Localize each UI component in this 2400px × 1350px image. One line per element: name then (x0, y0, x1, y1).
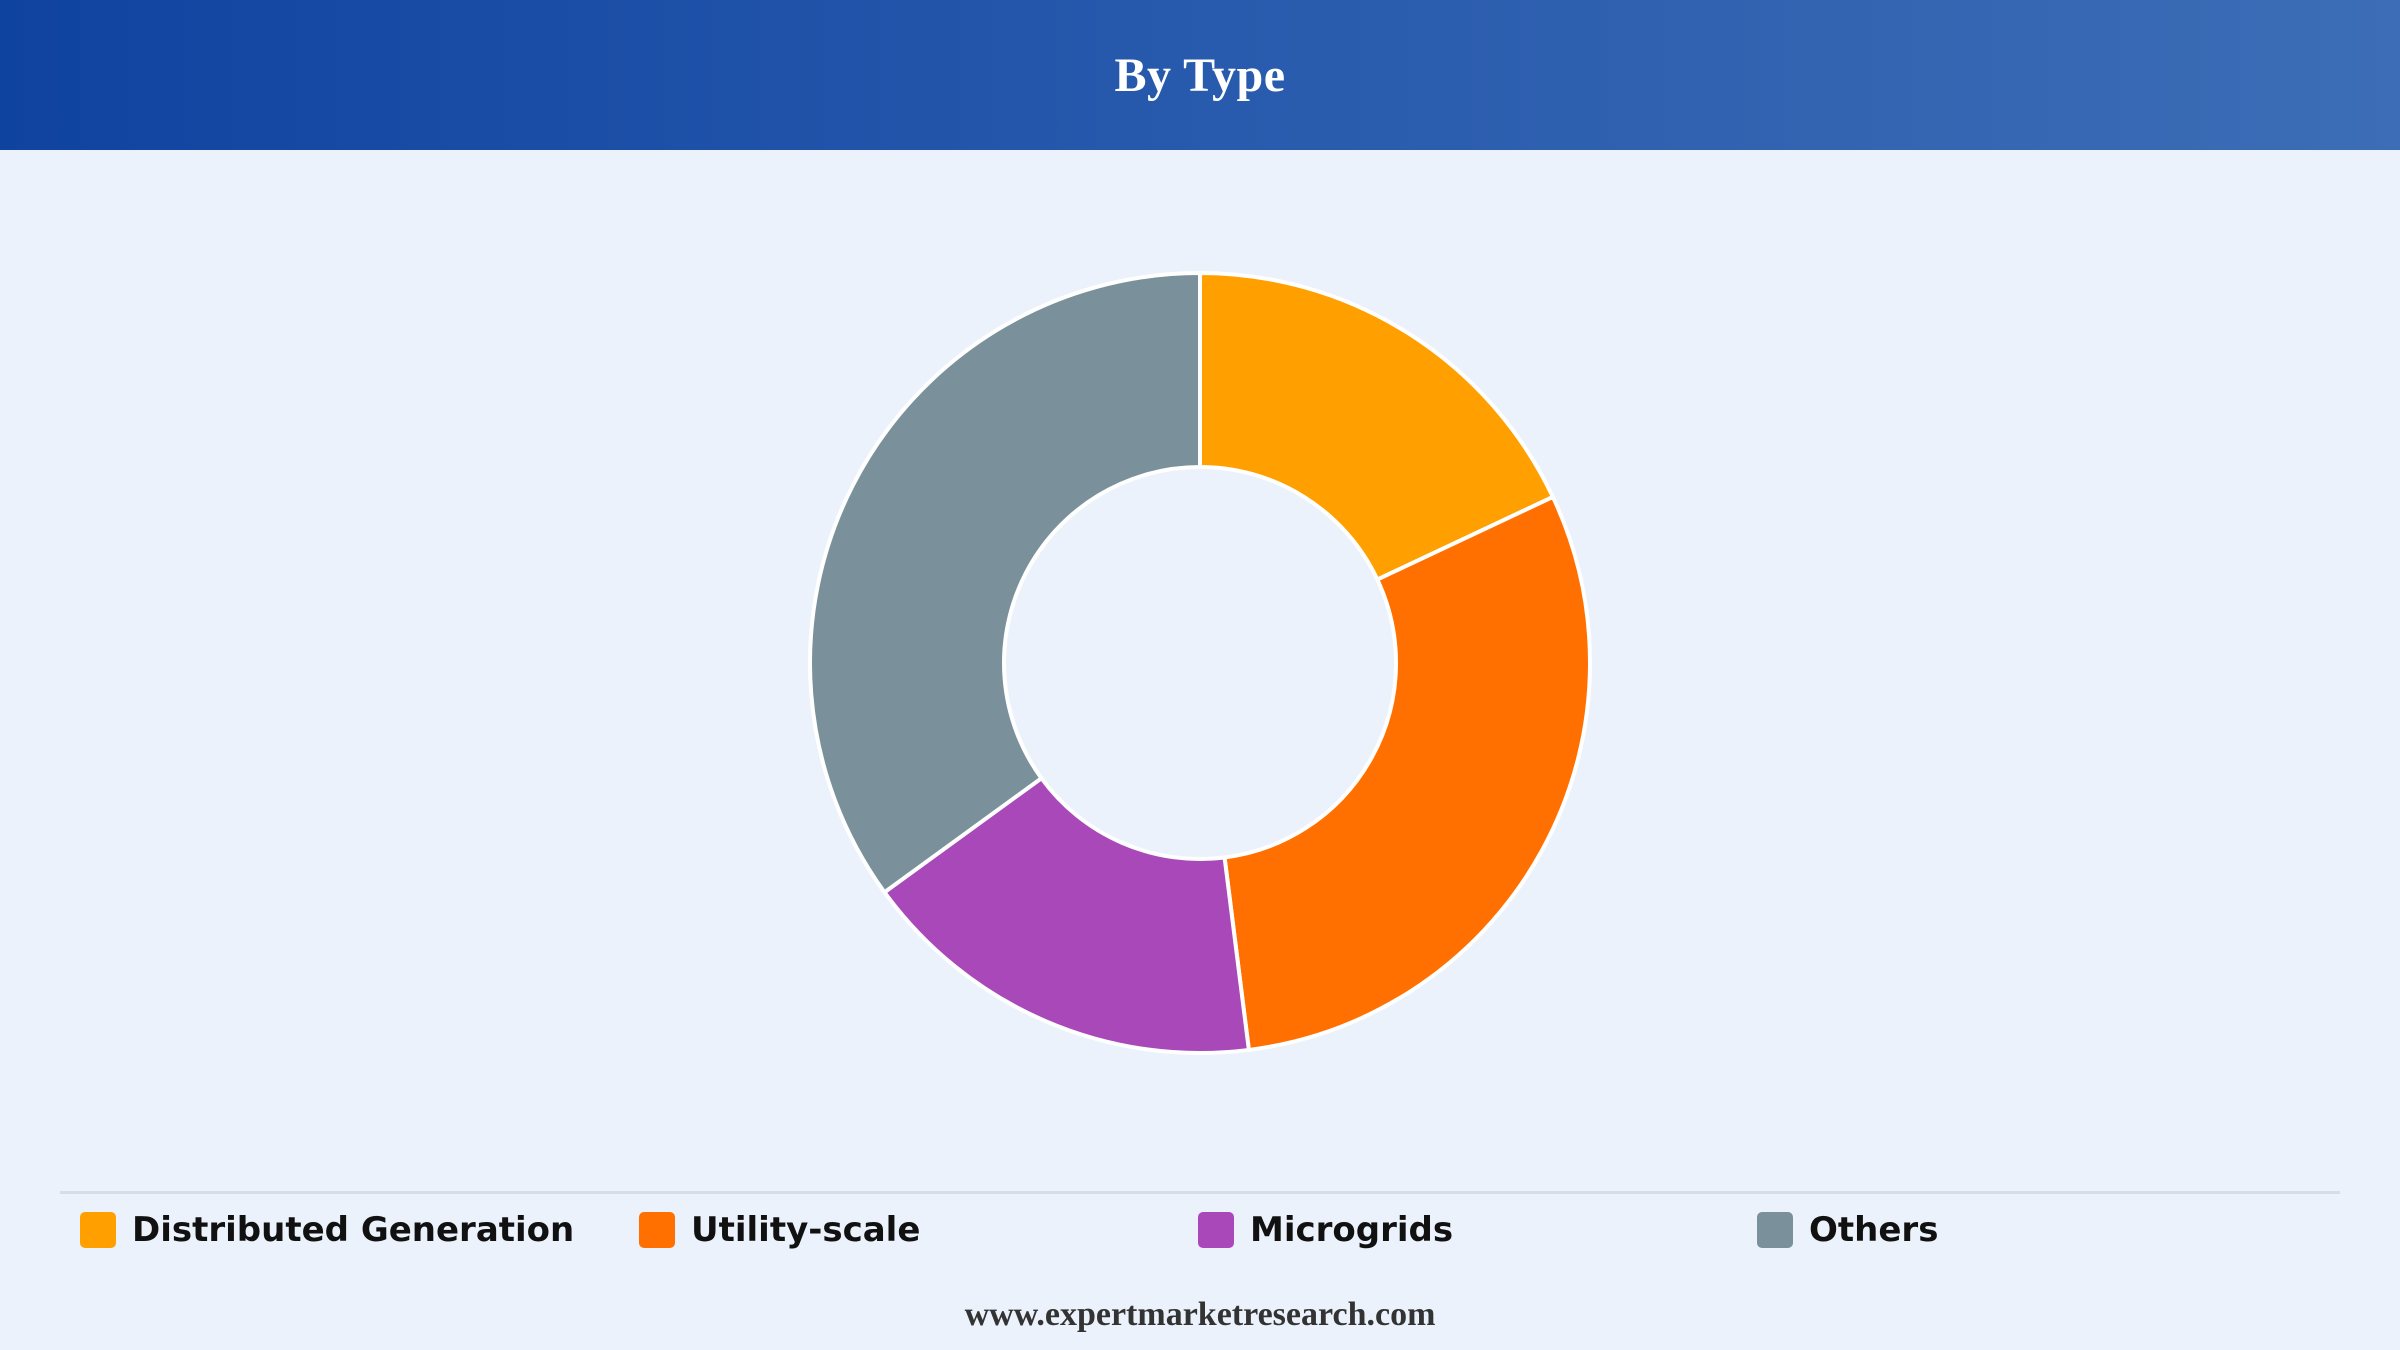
chart-legend: Distributed Generation Utility-scale Mic… (0, 1205, 2400, 1255)
donut-slice-utility-scale[interactable] (1222, 494, 1592, 1052)
legend-item-distributed-generation[interactable]: Distributed Generation (80, 1205, 574, 1255)
legend-item-others[interactable]: Others (1757, 1205, 1938, 1255)
legend-swatch (639, 1212, 675, 1248)
donut-slice-distributed-generation[interactable] (1198, 271, 1555, 582)
donut-slice-others[interactable] (808, 271, 1202, 895)
legend-label: Utility-scale (691, 1210, 921, 1250)
legend-label: Others (1809, 1210, 1939, 1250)
header-banner: By Type (0, 0, 2400, 150)
donut-chart (808, 271, 1592, 1055)
chart-title: By Type (1114, 48, 1286, 102)
legend-swatch (1198, 1212, 1234, 1248)
legend-label: Distributed Generation (132, 1210, 575, 1250)
legend-item-utility-scale[interactable]: Utility-scale (639, 1205, 920, 1255)
legend-swatch (1757, 1212, 1793, 1248)
legend-item-microgrids[interactable]: Microgrids (1198, 1205, 1453, 1255)
legend-swatch (80, 1212, 116, 1248)
donut-slice-microgrids[interactable] (882, 776, 1251, 1055)
source-url: www.expertmarketresearch.com (964, 1296, 1436, 1333)
legend-divider (60, 1191, 2340, 1194)
legend-label: Microgrids (1250, 1210, 1454, 1250)
